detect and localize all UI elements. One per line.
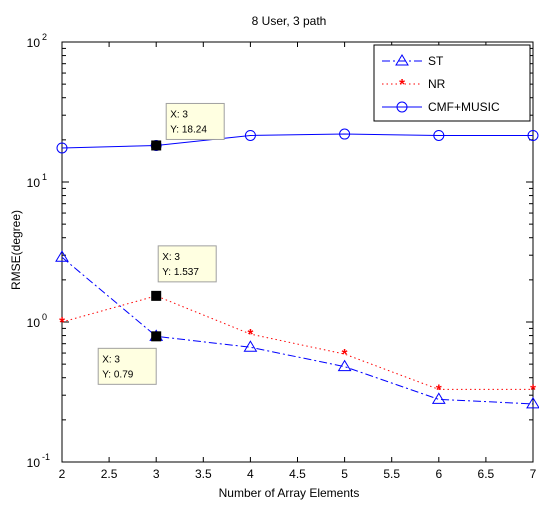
x-tick-label: 3 <box>153 467 160 481</box>
series-line <box>61 133 533 149</box>
legend-entry: * NR <box>382 76 446 93</box>
legend-label: NR <box>428 77 446 91</box>
legend-marker: * <box>399 76 405 93</box>
datatip-box <box>157 245 217 283</box>
x-tick-label: 2 <box>59 467 66 481</box>
legend-entry: CMF+MUSIC <box>382 100 500 114</box>
datatip: X: 3 Y: 18.24 <box>151 102 225 151</box>
datatip: X: 3 Y: 0.79 <box>97 331 162 385</box>
x-tick-label: 2.5 <box>101 467 118 481</box>
datatip-y-text: Y: 0.79 <box>102 369 134 380</box>
data-point <box>55 250 69 262</box>
data-point <box>339 128 351 140</box>
x-tick-label: 4 <box>247 467 254 481</box>
data-point: * <box>59 314 65 331</box>
legend: ST * NR CMF+MUSIC <box>373 44 531 122</box>
y-tick-exponent: 2 <box>42 32 47 42</box>
datatip-y-text: Y: 1.537 <box>162 267 199 278</box>
y-tick-label: 10 <box>27 176 41 190</box>
x-axis: 2 2.5 3 3.5 4 4.5 5 5.5 6 6.5 7 <box>59 42 537 481</box>
datatip-x-text: X: 3 <box>170 109 188 120</box>
x-tick-label: 4.5 <box>289 467 306 481</box>
data-point <box>243 340 258 352</box>
datatip-marker <box>151 140 162 151</box>
y-tick-label: 10 <box>27 36 41 50</box>
x-axis-label: Number of Array Elements <box>219 486 360 500</box>
datatip-x-text: X: 3 <box>102 354 120 365</box>
y-tick-exponent: -1 <box>42 452 50 462</box>
legend-entry: ST <box>382 54 444 68</box>
datatip-box <box>165 102 225 140</box>
data-point: * <box>342 346 348 363</box>
datatip-marker <box>151 290 162 301</box>
data-point <box>431 392 446 404</box>
series-line <box>61 295 533 390</box>
data-point <box>526 396 539 409</box>
y-tick-label: 10 <box>27 456 41 470</box>
data-point <box>56 142 68 154</box>
legend-label: CMF+MUSIC <box>428 100 500 114</box>
x-tick-label: 6 <box>435 467 442 481</box>
legend-label: ST <box>428 54 444 68</box>
data-point <box>337 359 352 372</box>
data-point: * <box>436 381 442 398</box>
x-tick-label: 7 <box>530 467 537 481</box>
x-tick-label: 5 <box>341 467 348 481</box>
datatip-y-text: Y: 18.24 <box>170 124 207 135</box>
data-point: * <box>247 326 253 343</box>
x-tick-label: 5.5 <box>383 467 400 481</box>
y-tick-exponent: 0 <box>42 312 47 322</box>
x-tick-label: 3.5 <box>195 467 212 481</box>
chart-title: 8 User, 3 path <box>252 14 327 28</box>
y-tick-label: 10 <box>27 316 41 330</box>
datatip: X: 3 Y: 1.537 <box>151 245 217 301</box>
datatip-x-text: X: 3 <box>162 252 180 263</box>
datatip-marker <box>151 331 162 342</box>
y-tick-exponent: 1 <box>42 172 47 182</box>
data-point <box>244 129 256 141</box>
legend-marker <box>395 54 409 66</box>
y-axis-label: RMSE(degree) <box>9 210 23 290</box>
legend-marker <box>396 101 408 113</box>
series-line <box>61 256 534 405</box>
data-point: * <box>530 381 536 398</box>
datatip-layer: X: 3 Y: 18.24 X: 3 Y: 1.537 X: 3 Y: 0.79 <box>97 102 225 385</box>
datatip-box <box>97 347 157 385</box>
x-tick-label: 6.5 <box>478 467 495 481</box>
data-point <box>433 129 445 141</box>
data-point <box>527 129 539 141</box>
